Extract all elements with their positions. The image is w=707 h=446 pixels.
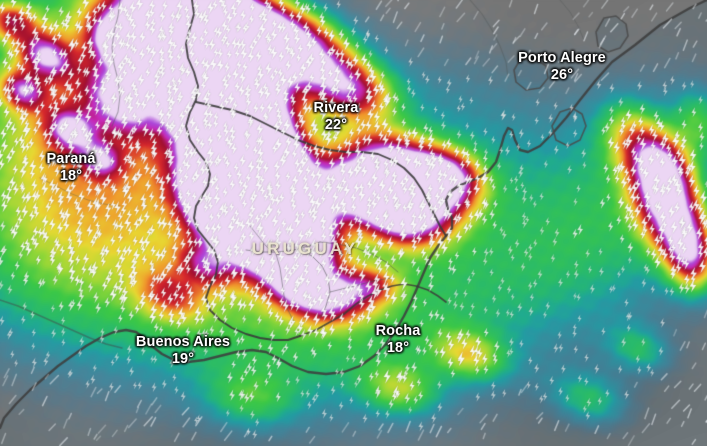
- city-name: Rocha: [375, 323, 421, 339]
- city-name: Buenos Aires: [135, 334, 231, 350]
- city-temperature: 22°: [324, 116, 348, 133]
- city-label-buenos-aires[interactable]: Buenos Aires 19°: [136, 334, 230, 367]
- city-label-paraná[interactable]: Paraná 18°: [47, 151, 96, 184]
- country-label-uruguay: URUGUAY: [251, 239, 359, 258]
- city-label-porto-alegre[interactable]: Porto Alegre 26°: [518, 50, 606, 83]
- city-temperature: 18°: [59, 167, 83, 184]
- city-label-rivera[interactable]: Rivera 22°: [314, 100, 359, 133]
- city-name: Porto Alegre: [518, 50, 606, 66]
- city-temperature: 18°: [386, 339, 410, 356]
- city-name: Rivera: [313, 100, 359, 116]
- city-temperature: 26°: [550, 66, 574, 83]
- city-label-rocha[interactable]: Rocha 18°: [376, 323, 421, 356]
- city-temperature: 19°: [171, 350, 195, 367]
- city-name: Paraná: [46, 151, 96, 167]
